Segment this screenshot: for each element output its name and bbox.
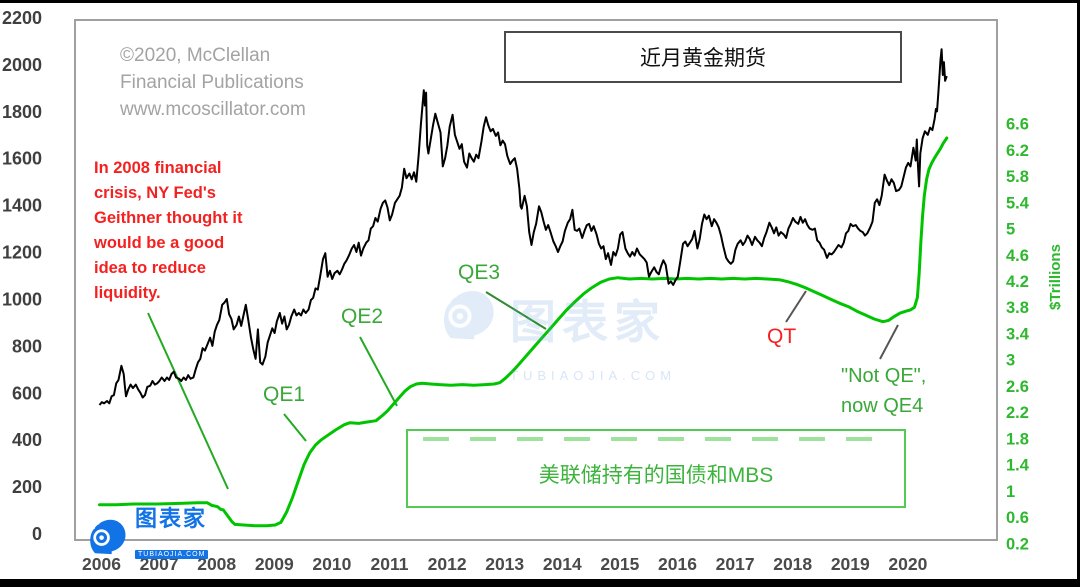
right-axis-tick-4.2: 4.2 — [1006, 273, 1029, 291]
x-axis-tick-2020: 2020 — [888, 554, 927, 574]
left-axis-tick-1600: 1600 — [2, 149, 42, 169]
x-axis-tick-2013: 2013 — [485, 554, 524, 574]
annotation-leader-line-2 — [359, 336, 398, 407]
x-axis-tick-2006: 2006 — [82, 554, 121, 574]
not-qe-label: "Not QE", now QE4 — [841, 365, 927, 417]
right-axis-tick-2.2: 2.2 — [1006, 404, 1029, 422]
left-axis-tick-1800: 1800 — [2, 102, 42, 122]
top-letterbox-bar — [0, 0, 1080, 3]
x-axis-tick-2017: 2017 — [716, 554, 755, 574]
right-axis-tick-3: 3 — [1006, 352, 1015, 370]
x-axis-tick-2012: 2012 — [428, 554, 467, 574]
right-axis-title: $Trillions — [1047, 244, 1064, 310]
annotation-leader-line-3 — [485, 291, 547, 330]
x-axis-tick-2018: 2018 — [773, 554, 812, 574]
left-axis-tick-1400: 1400 — [2, 196, 42, 216]
left-axis-tick-400: 400 — [12, 430, 42, 450]
right-axis-tick-6.2: 6.2 — [1006, 142, 1029, 160]
x-axis-tick-2016: 2016 — [658, 554, 697, 574]
fed-holdings-text: 美联储持有的国债和MBS — [538, 463, 774, 487]
geithner-annotation: In 2008 financial crisis, NY Fed's Geith… — [94, 159, 243, 302]
x-axis-tick-2014: 2014 — [543, 554, 582, 574]
left-axis-tick-600: 600 — [12, 383, 42, 403]
left-axis-tick-0: 0 — [32, 524, 42, 544]
plot-border — [74, 19, 998, 541]
logo-brand-text: 图表家 — [135, 506, 208, 531]
x-axis-tick-2009: 2009 — [255, 554, 294, 574]
left-axis-tick-2200: 2200 — [2, 8, 42, 28]
right-axis-tick-5.4: 5.4 — [1006, 194, 1030, 212]
left-axis-tick-1200: 1200 — [2, 243, 42, 263]
right-letterbox-bar — [1077, 0, 1080, 587]
qt-label: QT — [767, 325, 797, 348]
right-axis-tick-3.4: 3.4 — [1006, 325, 1030, 343]
x-axis-tick-2015: 2015 — [600, 554, 639, 574]
right-axis-tick-3.8: 3.8 — [1006, 299, 1029, 317]
qe3-label: QE3 — [458, 261, 501, 284]
right-axis-tick-2.6: 2.6 — [1006, 378, 1029, 396]
right-axis-tick-0.2: 0.2 — [1006, 535, 1029, 553]
x-axis-tick-2019: 2019 — [831, 554, 870, 574]
right-axis-tick-1.4: 1.4 — [1006, 457, 1030, 475]
annotation-leader-line-4 — [785, 290, 807, 323]
right-axis-tick-0.6: 0.6 — [1006, 509, 1029, 527]
right-axis-tick-1: 1 — [1006, 483, 1015, 501]
x-axis-tick-2008: 2008 — [197, 554, 236, 574]
tubiaojia-logo-icon — [90, 519, 126, 554]
fed-holdings-box: 美联储持有的国债和MBS — [406, 429, 906, 508]
right-axis-tick-4.6: 4.6 — [1006, 247, 1029, 265]
logo-site-text: TUBIAOJIA.COM — [135, 550, 209, 559]
gold-title-box: 近月黄金期货 — [504, 31, 902, 83]
right-axis-tick-5: 5 — [1006, 221, 1015, 239]
right-axis-tick-6.6: 6.6 — [1006, 116, 1029, 134]
fed-holdings-line — [98, 136, 949, 528]
left-axis-tick-1000: 1000 — [2, 289, 42, 309]
left-axis-tick-2000: 2000 — [2, 55, 42, 75]
x-axis-tick-2007: 2007 — [140, 554, 179, 574]
x-axis-tick-2011: 2011 — [371, 554, 409, 574]
annotation-leader-line-0 — [147, 312, 229, 490]
right-axis-tick-1.8: 1.8 — [1006, 430, 1029, 448]
left-axis-tick-200: 200 — [12, 477, 42, 497]
bottom-letterbox-bar — [0, 579, 1080, 587]
copyright-text: ©2020, McClellan Financial Publications … — [120, 45, 306, 120]
tubiaojia-logo: 图表家 TUBIAOJIA.COM — [86, 490, 209, 577]
right-axis-tick-5.8: 5.8 — [1006, 168, 1029, 186]
gold-title-text: 近月黄金期货 — [640, 47, 766, 70]
annotation-leader-line-5 — [879, 324, 899, 360]
covered-text-fragments — [422, 437, 890, 441]
x-axis-tick-2010: 2010 — [312, 554, 351, 574]
qe1-label: QE1 — [263, 383, 306, 406]
left-axis-tick-800: 800 — [12, 336, 42, 356]
gold-price-line — [98, 48, 948, 406]
qe2-label: QE2 — [341, 305, 384, 328]
annotation-leader-line-1 — [283, 413, 307, 442]
